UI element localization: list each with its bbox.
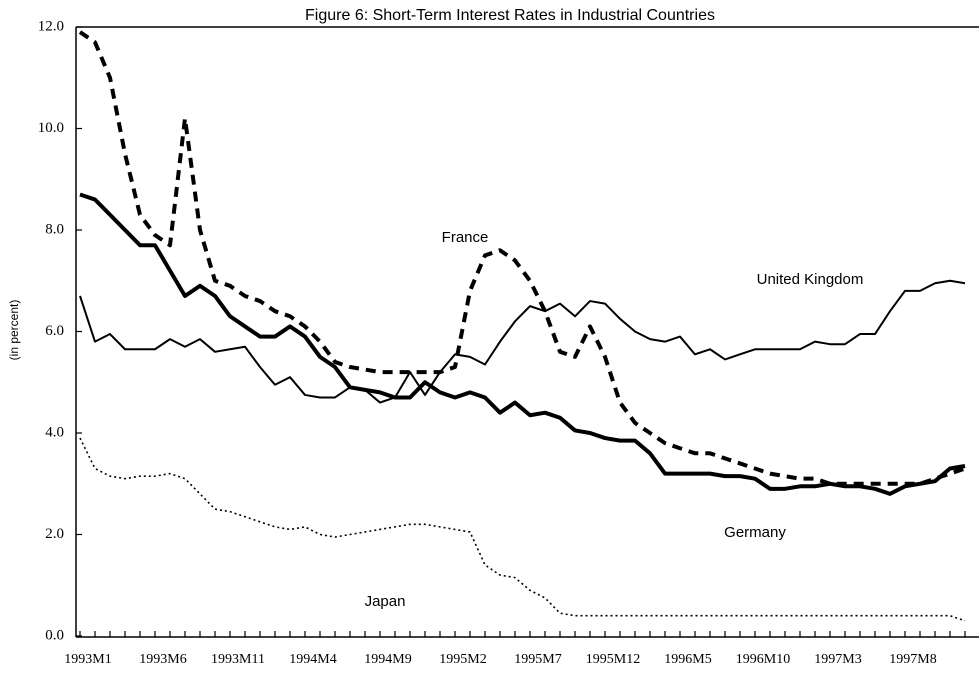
series-label: Japan [365, 593, 406, 610]
x-tick-label: 1995M12 [586, 652, 640, 667]
y-tick-label: 4.0 [45, 424, 64, 440]
y-tick-label: 12.0 [38, 18, 64, 34]
series-line [78, 30, 966, 486]
chart-title: Figure 6: Short-Term Interest Rates in I… [305, 7, 715, 24]
series-label: Germany [724, 524, 786, 541]
x-tick-label: 1993M6 [139, 652, 186, 667]
x-tick-label: 1997M8 [889, 652, 936, 667]
series-line [79, 437, 966, 622]
y-axis-label: (in percent) [7, 300, 21, 361]
series-line [79, 279, 966, 404]
x-tick-label: 1997M3 [814, 652, 861, 667]
x-tick-label: 1994M4 [289, 652, 336, 667]
x-tick-label: 1995M7 [514, 652, 561, 667]
y-tick-label: 2.0 [45, 526, 64, 542]
y-tick-label: 10.0 [38, 120, 64, 136]
x-tick-label: 1994M9 [364, 652, 411, 667]
x-tick-label: 1993M11 [211, 652, 265, 667]
y-tick-label: 0.0 [45, 627, 64, 643]
series-label: United Kingdom [757, 271, 864, 288]
x-tick-label: 1995M2 [439, 652, 486, 667]
y-tick-label: 8.0 [45, 221, 64, 237]
series-label: France [442, 229, 489, 246]
x-tick-label: 1993M1 [64, 652, 111, 667]
x-tick-label: 1996M5 [664, 652, 711, 667]
y-tick-label: 6.0 [45, 323, 64, 339]
x-tick-label: 1996M10 [736, 652, 790, 667]
series-line [79, 192, 966, 496]
